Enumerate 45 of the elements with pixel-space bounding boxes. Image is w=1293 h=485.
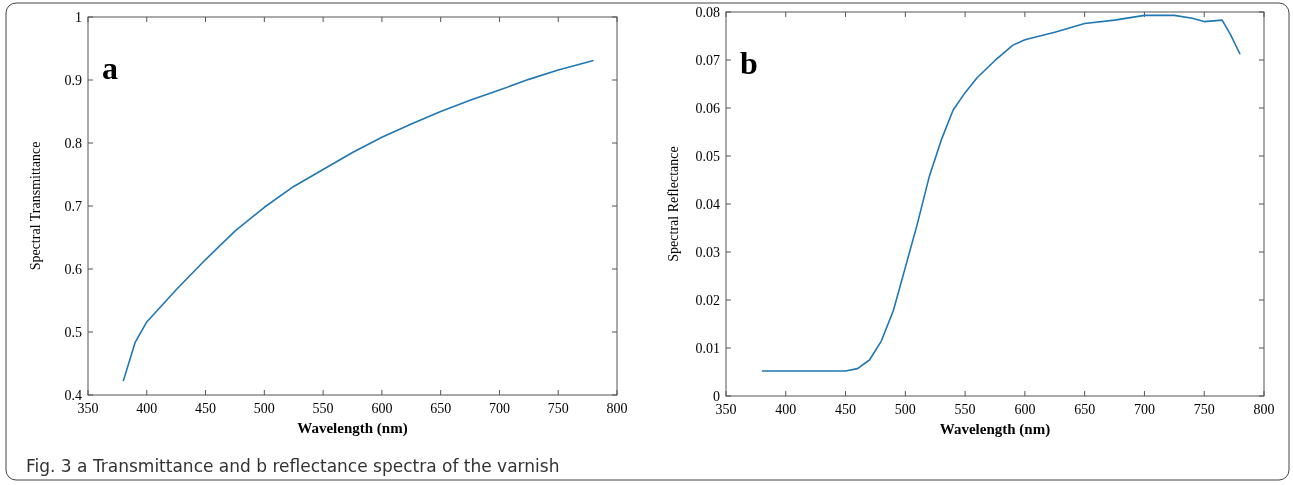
y-axis-title: Spectral Reflectance <box>666 146 681 262</box>
x-tick-label: 700 <box>1133 402 1155 417</box>
y-tick-label: 0.04 <box>695 196 720 212</box>
y-tick-label: 0.6 <box>64 261 82 277</box>
y-tick-label: 0.03 <box>695 244 720 260</box>
line-series <box>761 14 1241 372</box>
x-axis-title: Wavelength (nm) <box>297 420 408 437</box>
x-tick-label: 450 <box>195 401 217 416</box>
y-tick-label: 0.7 <box>64 198 82 214</box>
x-tick-label: 500 <box>253 401 275 416</box>
x-tick-label: 400 <box>136 401 158 416</box>
y-tick-label: 0.5 <box>64 324 82 340</box>
x-tick-label: 400 <box>775 402 797 417</box>
y-tick-label: 0.01 <box>695 340 720 356</box>
x-tick-label: 650 <box>1074 402 1096 417</box>
x-axis-title: Wavelength (nm) <box>939 421 1051 438</box>
x-tick-label: 500 <box>894 402 916 417</box>
y-tick-label: 0.05 <box>695 148 720 164</box>
y-tick-label: 0 <box>713 388 720 404</box>
x-tick-label: 650 <box>430 401 452 416</box>
line-series <box>122 59 595 382</box>
x-tick-label: 600 <box>1014 402 1036 417</box>
x-tick-label: 800 <box>1253 402 1275 417</box>
x-tick-label: 550 <box>954 402 976 417</box>
y-tick-label: 0.8 <box>64 135 82 151</box>
y-tick-label: 0.08 <box>695 4 720 20</box>
x-tick-label: 350 <box>77 401 99 416</box>
x-tick-label: 450 <box>835 402 857 417</box>
annotation: a <box>102 50 118 86</box>
y-tick-label: 1 <box>75 9 82 25</box>
x-tick-label: 550 <box>312 401 334 416</box>
annotation: b <box>740 45 758 81</box>
y-tick-label: 0.4 <box>64 387 82 403</box>
x-tick-label: 700 <box>488 401 510 416</box>
x-tick-label: 750 <box>1193 402 1215 417</box>
y-axis-title: Spectral Transmittance <box>28 141 43 271</box>
y-tick-label: 0.06 <box>695 100 720 116</box>
x-tick-label: 600 <box>371 401 393 416</box>
y-tick-label: 0.9 <box>64 72 82 88</box>
y-tick-label: 0.07 <box>695 52 720 68</box>
x-tick-label: 800 <box>606 401 628 416</box>
x-tick-label: 750 <box>547 401 569 416</box>
x-tick-label: 350 <box>715 402 737 417</box>
y-tick-label: 0.02 <box>695 292 720 308</box>
caption: Fig. 3 a Transmittance and b reflectance spectra of the varnish <box>26 456 560 476</box>
